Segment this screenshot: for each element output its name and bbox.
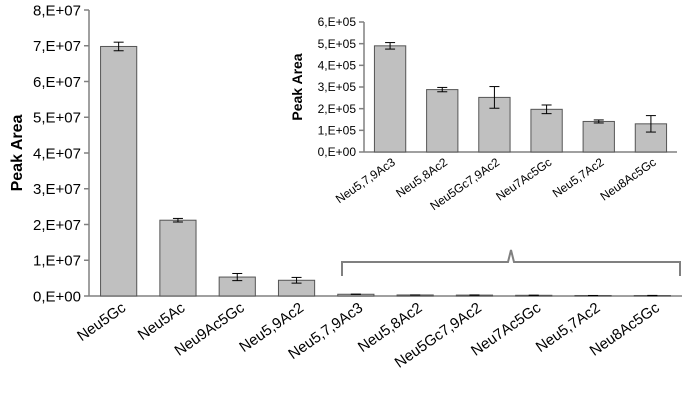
bar [426, 89, 459, 153]
inset-chart: 0,E+00 1,E+05 2,E+05 3,E+05 4,E+05 5,E+05 6,E+… [289, 15, 677, 213]
x-tick-label: Neu7Ac5Gc [493, 155, 554, 204]
y-tick-label: 3,E+05 [318, 80, 357, 94]
inset-bracket [341, 249, 681, 276]
y-tick-label: 7,E+07 [33, 38, 81, 55]
x-tick-label: Neu8Ac5Gc [598, 155, 659, 204]
bar [159, 219, 197, 297]
error-bar [645, 115, 656, 133]
y-tick-label: 4,E+05 [318, 59, 357, 73]
error-bar [113, 41, 124, 52]
y-tick-label: 1,E+07 [33, 253, 81, 270]
error-bar [232, 272, 243, 282]
y-tick-label: 8,E+07 [33, 2, 81, 19]
y-tick-label: 0,E+00 [33, 288, 81, 305]
y-tick-label: 5,E+07 [33, 110, 81, 127]
y-tick-label: 2,E+05 [318, 102, 357, 116]
error-bar [541, 104, 552, 115]
bar [100, 45, 138, 297]
bar [530, 108, 563, 153]
y-tick-label: 6,E+05 [318, 15, 357, 29]
y-axis-title: Peak Area [9, 115, 26, 192]
error-bar [489, 86, 500, 109]
bar [373, 45, 407, 153]
y-tick-label: 6,E+07 [33, 74, 81, 91]
y-tick-label: 4,E+07 [33, 145, 81, 162]
error-bar [437, 86, 448, 93]
y-tick-label: 0,E+00 [318, 145, 357, 159]
y-axis-title: Peak Area [289, 53, 305, 120]
y-tick-label: 1,E+05 [318, 124, 357, 138]
y-tick-label: 3,E+07 [33, 181, 81, 198]
error-bar [593, 119, 604, 124]
y-tick-label: 2,E+07 [33, 217, 81, 234]
x-tick-label: Neu5Ac [135, 299, 189, 344]
error-bar [385, 42, 396, 50]
error-bar [172, 217, 183, 223]
bar [582, 120, 615, 153]
error-bar [291, 276, 302, 284]
y-tick-label: 5,E+05 [318, 37, 357, 51]
x-tick-label: Neu5Gc [74, 299, 129, 345]
x-tick-label: Neu5,7,9Ac3 [333, 155, 398, 206]
